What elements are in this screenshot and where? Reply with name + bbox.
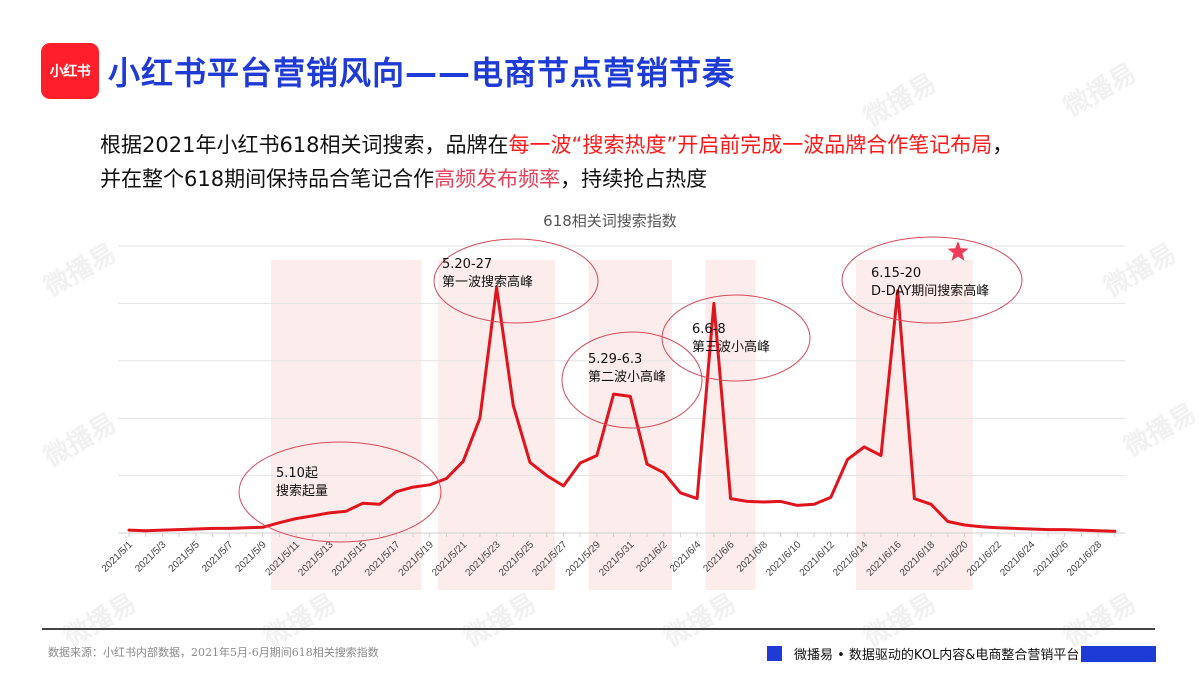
- annotation-date: 6.15-20: [871, 266, 921, 281]
- annotation-label: 第二波小高峰: [588, 369, 666, 385]
- page-title: 小红书平台营销风向——电商节点营销节奏: [108, 54, 736, 92]
- intro-line-2: 并在整个618期间保持品合笔记合作高频发布频率，持续抢占热度: [100, 162, 1013, 196]
- annotation-label: D-DAY期间搜索高峰: [871, 283, 989, 299]
- x-tick-label: 2021/5/7: [200, 539, 236, 575]
- x-tick-label: 2021/6/12: [798, 539, 838, 579]
- logo-text: 小红书: [49, 64, 91, 80]
- annotation-label: 搜索起量: [276, 484, 328, 499]
- highlight-band: [855, 260, 973, 590]
- x-tick-label: 2021/6/24: [998, 539, 1038, 579]
- annotation-label: 第一波搜索高峰: [442, 274, 533, 290]
- annotation-ellipse: [238, 441, 442, 543]
- annotation-label: 第三波小高峰: [692, 339, 770, 355]
- brand-footer: 微播易 • 数据驱动的KOL内容&电商整合营销平台: [767, 644, 1157, 663]
- intro-text-segment: 并在整个618期间保持品合笔记合作: [100, 167, 435, 191]
- intro-highlight-segment: 每一波“搜索热度”开启前完成一波品牌合作笔记布局: [508, 133, 993, 157]
- intro-highlight-segment: 高频发布频率: [434, 167, 561, 191]
- annotation-date: 6.6-8: [692, 322, 726, 337]
- footer-divider: [42, 628, 1155, 630]
- brand-square-icon: [767, 646, 782, 661]
- x-tick-label: 2021/6/10: [764, 539, 804, 579]
- xiaohongshu-logo: 小红书: [41, 43, 99, 99]
- star-icon: [947, 241, 969, 261]
- intro-text-segment: ，: [992, 133, 1014, 157]
- annotation-ellipse: [661, 294, 811, 382]
- intro-line-1: 根据2021年小红书618相关词搜索，品牌在每一波“搜索热度”开启前完成一波品牌…: [100, 128, 1013, 162]
- search-index-line-chart: 2021/5/12021/5/32021/5/52021/5/72021/5/9…: [100, 236, 1125, 590]
- annotation-ellipse: [433, 238, 599, 324]
- intro-text: 根据2021年小红书618相关词搜索，品牌在每一波“搜索热度”开启前完成一波品牌…: [100, 128, 1013, 196]
- x-tick-label: 2021/5/1: [100, 539, 136, 575]
- x-tick-label: 2021/6/4: [668, 539, 704, 575]
- intro-text-segment: ，持续抢占热度: [560, 167, 708, 191]
- intro-text-segment: 根据2021年小红书618相关词搜索，品牌在: [100, 133, 509, 157]
- chart-title: 618相关词搜索指数: [543, 212, 677, 230]
- annotation-date: 5.29-6.3: [588, 352, 642, 367]
- annotation-date: 5.20-27: [442, 257, 492, 272]
- x-tick-label: 2021/6/26: [1032, 539, 1072, 579]
- annotation-ellipse: [561, 331, 703, 429]
- data-source-note: 数据来源：小红书内部数据，2021年5月-6月期间618相关搜索指数: [48, 646, 379, 659]
- brand-tagline: 微播易 • 数据驱动的KOL内容&电商整合营销平台: [794, 648, 1080, 663]
- series-line: [127, 285, 1117, 533]
- annotation-ellipse: [841, 236, 1023, 324]
- x-tick-label: 2021/5/3: [133, 539, 169, 575]
- x-tick-label: 2021/5/5: [167, 539, 203, 575]
- brand-bar-decoration: [1081, 645, 1157, 662]
- annotation-date: 5.10起: [276, 466, 318, 481]
- x-tick-label: 2021/6/28: [1065, 539, 1105, 579]
